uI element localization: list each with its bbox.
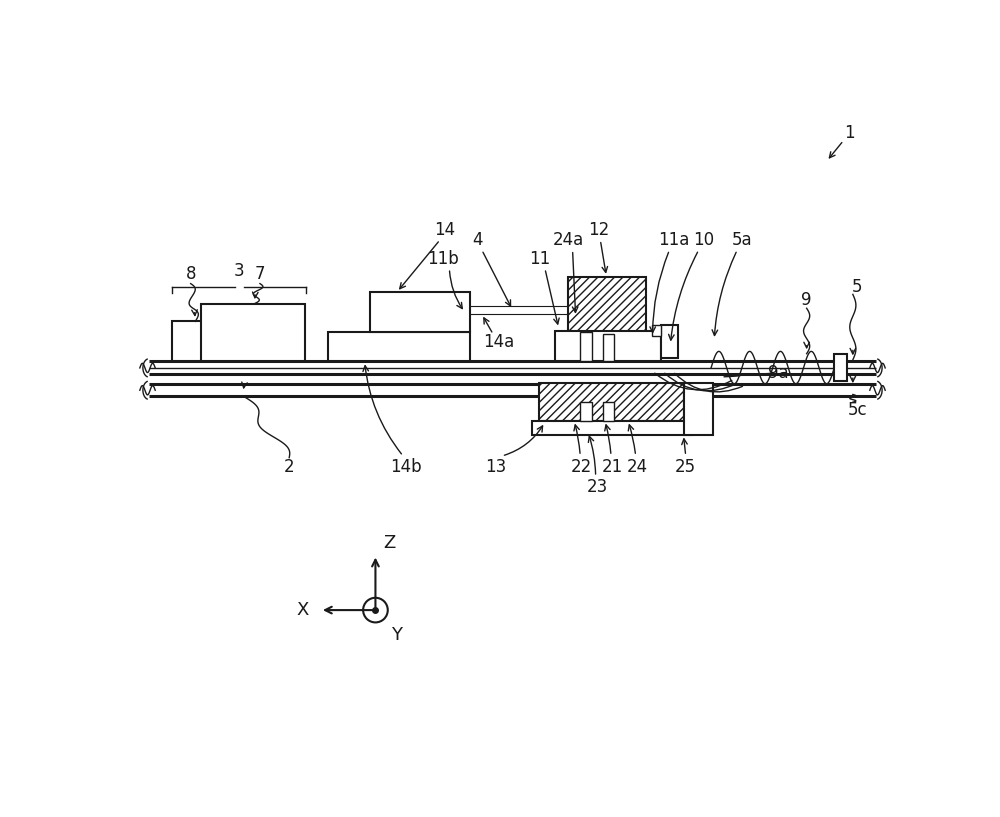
Bar xyxy=(470,306,582,314)
Text: 1: 1 xyxy=(844,123,855,141)
Text: X: X xyxy=(297,601,309,619)
Bar xyxy=(603,334,614,361)
Text: 23: 23 xyxy=(587,478,608,496)
Text: 11b: 11b xyxy=(427,250,459,268)
Text: 11a: 11a xyxy=(659,231,690,249)
Bar xyxy=(580,333,592,361)
Text: 4: 4 xyxy=(473,231,483,249)
Bar xyxy=(201,304,305,361)
Text: 5: 5 xyxy=(852,278,863,296)
Text: 14: 14 xyxy=(434,221,455,239)
Text: 5c: 5c xyxy=(848,401,867,419)
Text: 5a: 5a xyxy=(732,231,752,249)
Bar xyxy=(532,421,692,435)
Text: 9a: 9a xyxy=(768,364,788,382)
Bar xyxy=(539,383,684,421)
Bar xyxy=(834,355,847,381)
Bar xyxy=(172,321,232,361)
Text: 14a: 14a xyxy=(483,333,514,351)
Text: 22: 22 xyxy=(571,458,592,475)
Text: 21: 21 xyxy=(602,458,623,475)
Text: Y: Y xyxy=(392,626,403,644)
Bar xyxy=(580,402,592,421)
Bar xyxy=(684,383,713,435)
Text: 9: 9 xyxy=(801,291,812,309)
Text: 24a: 24a xyxy=(552,231,584,249)
Text: 3: 3 xyxy=(234,262,244,280)
Text: 12: 12 xyxy=(588,221,609,239)
Text: 10: 10 xyxy=(693,231,714,249)
Bar xyxy=(568,277,646,333)
Text: 8: 8 xyxy=(185,266,196,283)
Text: 14b: 14b xyxy=(390,458,422,475)
Text: 24: 24 xyxy=(627,458,648,475)
Text: 11: 11 xyxy=(529,250,550,268)
Text: 25: 25 xyxy=(675,458,696,475)
Text: Z: Z xyxy=(383,534,395,552)
Text: 2: 2 xyxy=(284,458,295,475)
Bar xyxy=(328,333,470,361)
Bar xyxy=(555,331,661,361)
Bar xyxy=(603,402,614,421)
Bar xyxy=(652,325,661,336)
Text: 13: 13 xyxy=(485,458,506,475)
Bar xyxy=(661,325,678,358)
Bar xyxy=(370,292,470,333)
Text: 7: 7 xyxy=(255,266,265,283)
